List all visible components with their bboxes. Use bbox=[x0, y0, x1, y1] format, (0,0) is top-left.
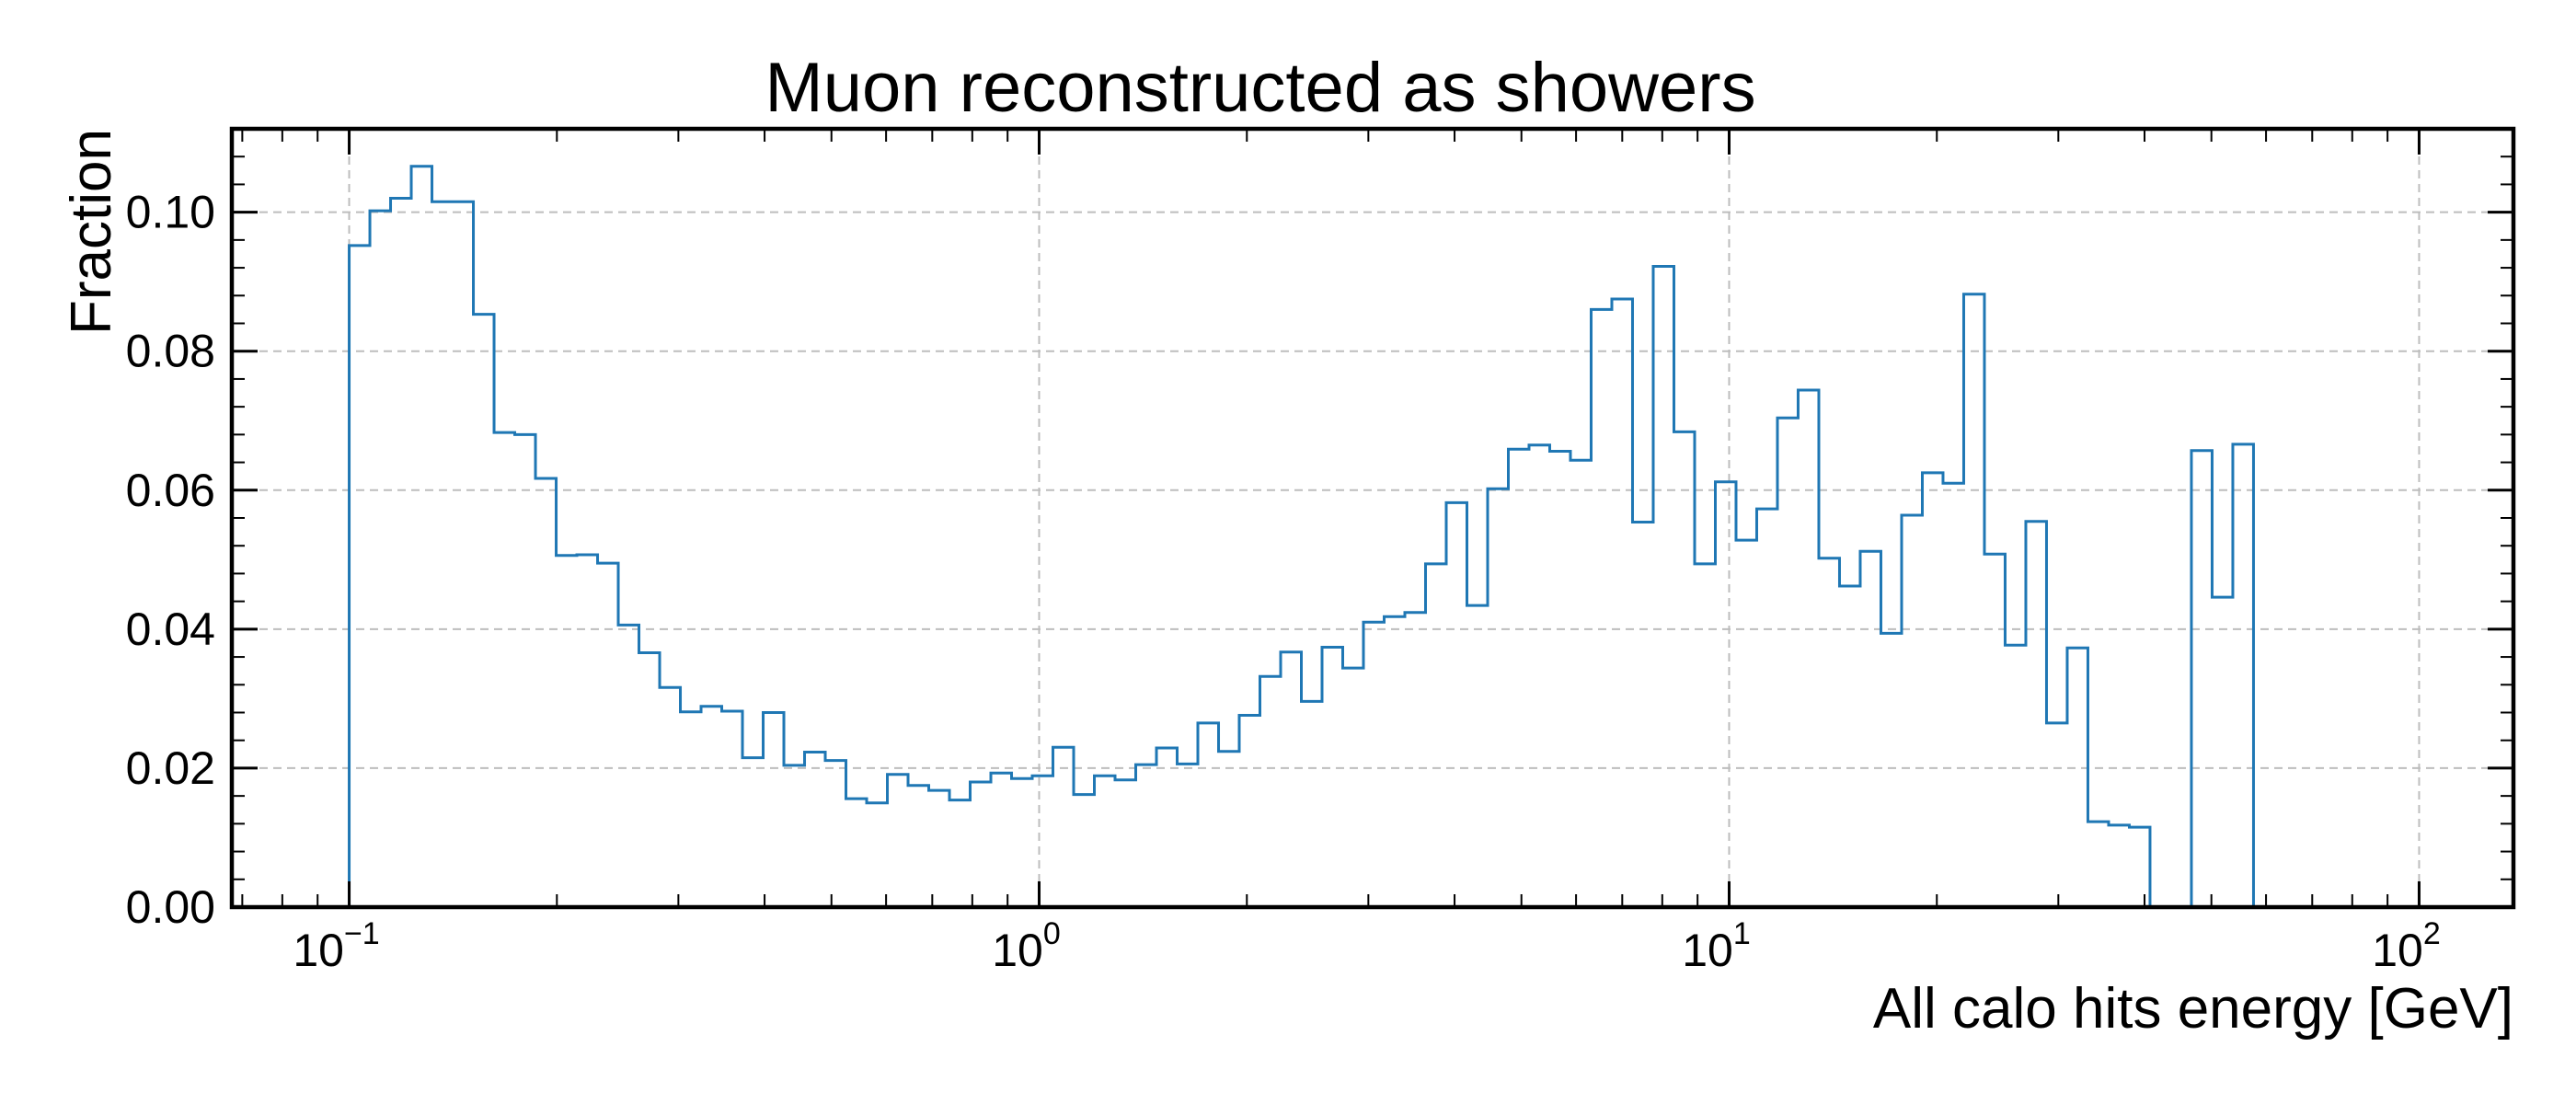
x-tick-label-2: 101 bbox=[1682, 916, 1751, 976]
y-tick-label-1: 0.02 bbox=[126, 742, 215, 794]
y-axis-label: Fraction bbox=[60, 129, 123, 335]
x-axis-label: All calo hits energy [GeV] bbox=[1873, 977, 2513, 1041]
y-tick-label-0: 0.00 bbox=[126, 881, 215, 933]
grid-lines bbox=[232, 129, 2513, 907]
y-tick-label-4: 0.08 bbox=[126, 326, 215, 377]
x-tick-label-0: 10−1 bbox=[293, 916, 379, 976]
x-tick-label-1: 100 bbox=[992, 916, 1061, 976]
x-tick-label-3: 102 bbox=[2372, 916, 2441, 976]
chart-title: Muon reconstructed as showers bbox=[765, 49, 1755, 127]
series-histogram-step bbox=[348, 165, 2420, 909]
axis-ticks bbox=[232, 128, 2513, 909]
y-tick-label-2: 0.04 bbox=[126, 604, 215, 655]
plot-frame bbox=[229, 126, 2516, 910]
y-tick-label-5: 0.10 bbox=[126, 187, 215, 238]
y-tick-label-3: 0.06 bbox=[126, 465, 215, 516]
data-layer bbox=[348, 165, 2420, 909]
tick-labels: 0.00 0.02 0.04 0.06 0.08 0.10 10−1 100 101 102 bbox=[126, 187, 2441, 976]
